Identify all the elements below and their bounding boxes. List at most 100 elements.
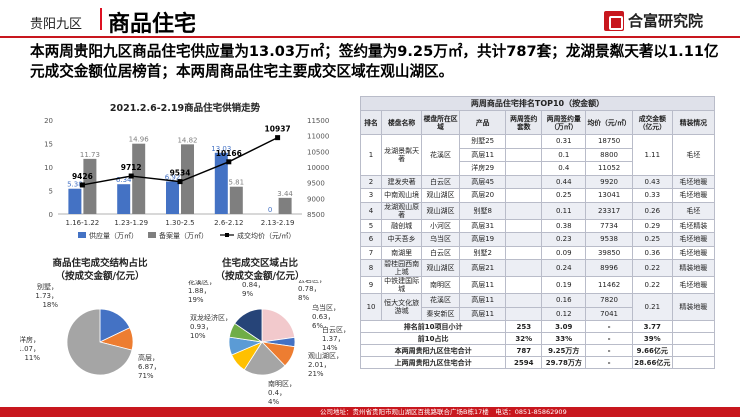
rank-cell: 1 xyxy=(359,134,383,176)
project-name-cell: 中天吾乡 xyxy=(381,232,423,247)
total-count-cell: 787 xyxy=(505,344,543,357)
data-label-record: 11.73 xyxy=(80,151,100,159)
district-cell: 花溪区 xyxy=(421,293,461,308)
total-area-cell: 33% xyxy=(541,332,587,345)
data-label-price: 10937 xyxy=(265,125,291,134)
price-point xyxy=(226,159,232,165)
header-cell: 两周签约套数 xyxy=(505,110,543,135)
total-row: 前10占比 32% 33% -39% xyxy=(359,332,716,345)
product-cell: 高层11 xyxy=(459,306,507,321)
pie-data-label: 6.87， xyxy=(138,363,161,371)
total-row: 上两周贵阳九区住宅合计 2594 29.78万方 -28.66亿元 xyxy=(359,356,716,369)
page-title: 商品住宅 xyxy=(108,12,197,37)
table-row: 5 融创城 小河区 高层31 0.38 7734 0.29 毛坯精装 xyxy=(359,218,716,233)
project-name-cell: 龙湖景粼天著 xyxy=(381,134,423,176)
project-name-cell: 恒大文化旅游城 xyxy=(381,293,423,321)
amount-cell: 0.33 xyxy=(631,188,673,203)
project-name-cell: 融创城 xyxy=(381,218,423,233)
pie-data-label: 10% xyxy=(190,332,206,340)
amount-cell: 0.25 xyxy=(631,232,673,247)
table-row: 6 中天吾乡 乌当区 高层19 0.23 9538 0.25 毛坯地暖 xyxy=(359,232,716,247)
total-count-cell: 32% xyxy=(505,332,543,345)
supply-sales-trend-chart: 0 5 10 15 20 8500 9000 9500 10000 10500 11000 11500… xyxy=(44,117,329,240)
area-cell: 0.24 xyxy=(541,259,587,277)
finish-cell: 毛坯地暖 xyxy=(671,174,716,189)
area-cell: 0.25 xyxy=(541,188,587,203)
y-tick-label: 20 xyxy=(44,117,53,125)
total-price-cell: - xyxy=(585,356,633,369)
finish-cell: 毛坯地暖 xyxy=(671,276,716,294)
total-price-cell: - xyxy=(585,332,633,345)
units-cell xyxy=(505,147,543,162)
total-count-cell: 2594 xyxy=(505,356,543,369)
amount-cell: 0.21 xyxy=(631,293,673,321)
product-cell: 洋房29 xyxy=(459,161,507,176)
data-label-record: 5.81 xyxy=(229,179,245,187)
pie-data-label: 19% xyxy=(188,296,204,304)
y2-tick-label: 9000 xyxy=(307,195,325,203)
price-cell: 7820 xyxy=(585,293,633,308)
pie-data-label: 0.84， xyxy=(242,281,265,289)
amount-cell: 0.26 xyxy=(631,201,673,220)
pie-data-label: 4% xyxy=(268,398,279,405)
y-tick-label: 15 xyxy=(44,141,53,149)
data-label-price: 9534 xyxy=(170,169,191,178)
project-name-cell: 建发央著 xyxy=(381,174,423,189)
project-name-cell: 中南观山境 xyxy=(381,188,423,203)
pie-data-label: 1.73， xyxy=(35,292,58,300)
total-amount-cell: 3.77 xyxy=(631,320,673,333)
pie-data-label: 6% xyxy=(312,322,323,330)
x-tick-label: 2.13-2.19 xyxy=(261,219,295,227)
bar-supply xyxy=(68,188,82,214)
rank-cell: 9 xyxy=(359,276,383,294)
price-cell: 13041 xyxy=(585,188,633,203)
project-name-cell: 龙湖观山原著 xyxy=(381,201,423,220)
district-cell: 秦安新区 xyxy=(421,306,461,321)
table-row: 4 龙湖观山原著 观山湖区 别墅8 0.11 23317 0.26 毛坯 xyxy=(359,201,716,220)
district-cell: 白云区 xyxy=(421,174,461,189)
total-empty-cell xyxy=(671,332,716,345)
data-label-supply: 5.38 xyxy=(67,181,83,189)
data-label-supply: 6.34 xyxy=(116,176,132,184)
legend-swatch-supply xyxy=(78,232,86,238)
footer-text: 公司地址：贵州省贵阳市观山湖区百挑路联合广场B栋17楼 电话：0851-8586… xyxy=(320,408,567,416)
total-empty-cell xyxy=(671,320,716,333)
total-label-cell: 排名前10项目小计 xyxy=(359,320,507,333)
area-cell: 0.23 xyxy=(541,232,587,247)
pie-data-label: 洋房， xyxy=(20,335,40,344)
total-empty-cell xyxy=(671,356,716,369)
structure-pie-chart: 别墅，1.73，18% 洋房，1.07，11% 高层，6.87，71% xyxy=(20,282,161,380)
total-price-cell: - xyxy=(585,320,633,333)
units-cell xyxy=(505,259,543,277)
pie-data-label: 2.01， xyxy=(308,361,331,369)
price-point xyxy=(128,173,134,179)
pie-slice xyxy=(234,308,263,343)
y-tick-label: 0 xyxy=(49,211,53,219)
pie-data-label: 11% xyxy=(24,354,40,362)
pie-data-label: 1.07， xyxy=(20,345,40,353)
price-point xyxy=(275,135,281,141)
y2-tick-label: 11500 xyxy=(307,117,329,125)
amount-cell: 0.43 xyxy=(631,174,673,189)
price-cell: 8800 xyxy=(585,147,633,162)
area-cell: 0.31 xyxy=(541,134,587,149)
pie-slice xyxy=(66,308,133,376)
price-cell: 18750 xyxy=(585,134,633,149)
product-cell: 高层11 xyxy=(459,147,507,162)
total-label-cell: 本两周贵阳九区住宅合计 xyxy=(359,344,507,357)
district-cell: 花溪区 xyxy=(421,134,461,176)
price-cell: 8996 xyxy=(585,259,633,277)
product-cell: 高层21 xyxy=(459,259,507,277)
pie-data-label: 14% xyxy=(322,344,338,352)
product-cell: 别墅25 xyxy=(459,134,507,149)
legend-label-record: 备案量（万㎡） xyxy=(159,231,208,240)
pie-data-label: 观山湖区， xyxy=(308,351,343,360)
units-cell xyxy=(505,161,543,176)
district-cell: 乌当区 xyxy=(421,232,461,247)
finish-cell: 毛坯地暖 xyxy=(671,245,716,260)
ranking-table: 两周商品住宅排名TOP10（按金额） 排名 楼盘名称 楼盘所在区域 产品 两周签… xyxy=(359,96,716,369)
x-tick-label: 2.6-2.12 xyxy=(214,219,243,227)
price-cell: 9920 xyxy=(585,174,633,189)
data-label-record: 14.96 xyxy=(129,136,150,144)
x-tick-label: 1.16-1.22 xyxy=(66,219,100,227)
